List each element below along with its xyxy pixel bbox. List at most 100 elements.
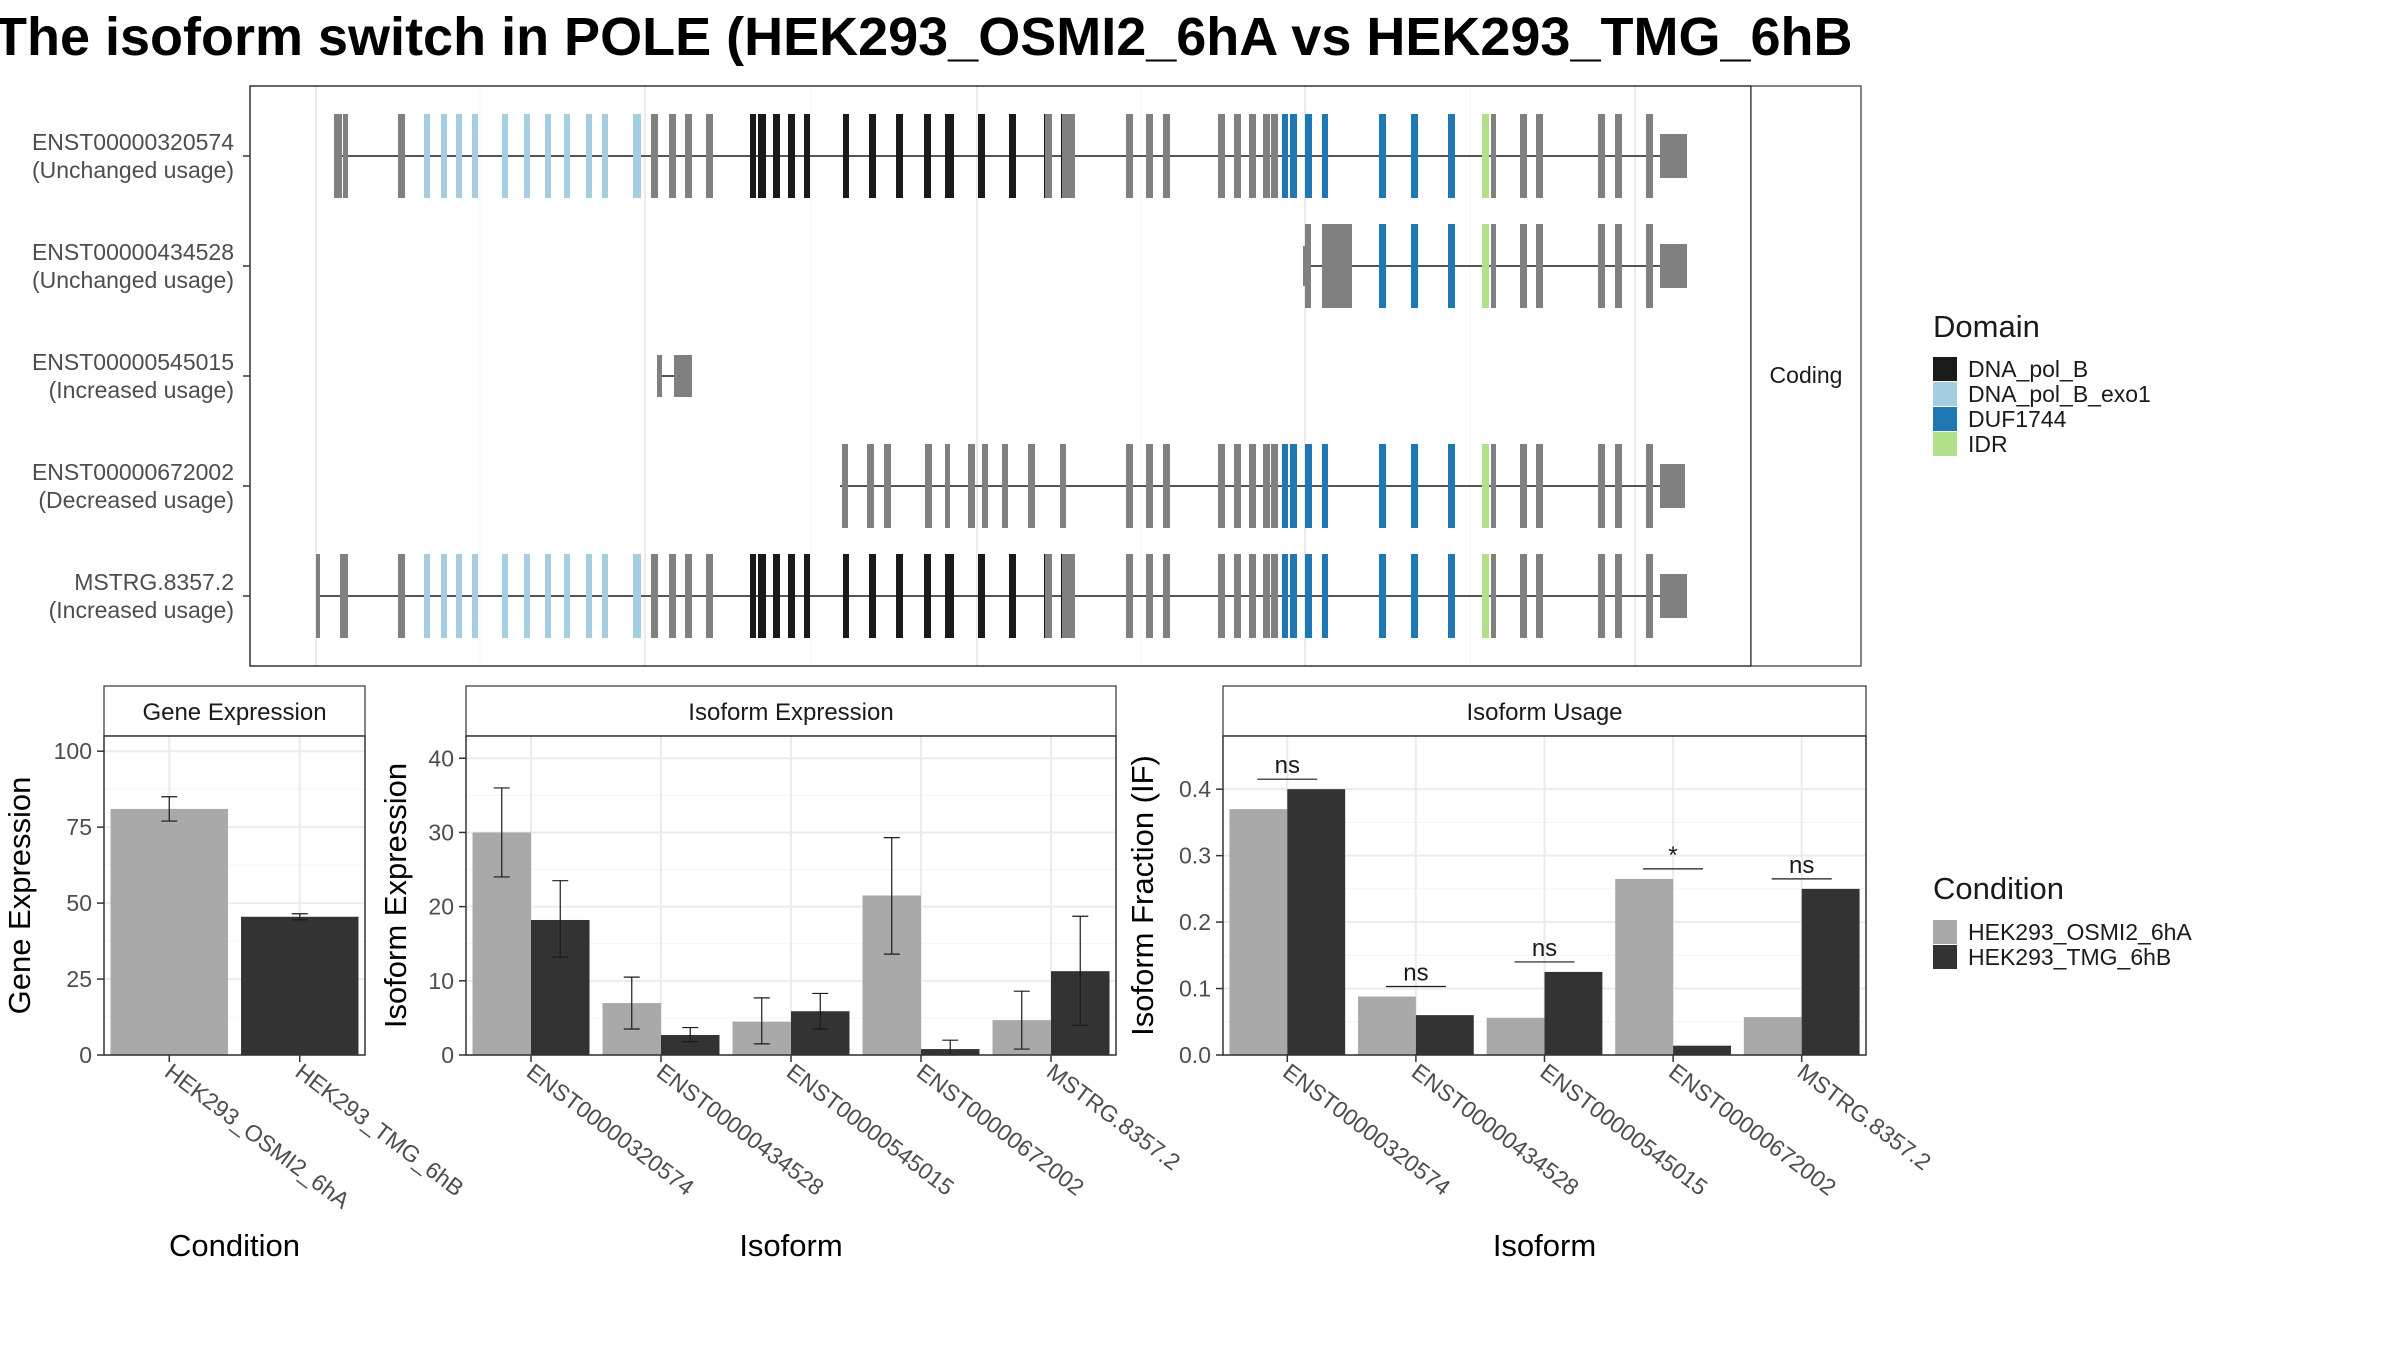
y-tick-label: 40 <box>428 745 454 771</box>
exon <box>945 114 954 198</box>
exon <box>1163 444 1170 528</box>
utr-segment <box>1660 574 1687 618</box>
exon <box>843 114 849 198</box>
plot-border <box>1222 735 1867 1056</box>
utr-segment <box>1660 244 1687 288</box>
bar <box>1358 996 1416 1055</box>
exon <box>1163 554 1170 638</box>
domain-legend-label: DNA_pol_B <box>1968 356 2088 382</box>
exon <box>1234 114 1241 198</box>
facet-strip <box>103 685 366 737</box>
exon <box>343 114 348 198</box>
exon <box>564 554 570 638</box>
exon <box>978 114 985 198</box>
exon <box>1126 114 1133 198</box>
exon <box>1146 114 1153 198</box>
bar <box>1287 789 1346 1055</box>
bar <box>1615 878 1674 1055</box>
bar <box>1229 809 1288 1055</box>
plot-border <box>465 735 1117 1056</box>
exon <box>524 554 530 638</box>
structure-plot-background <box>250 86 1751 666</box>
exon <box>1491 554 1496 638</box>
exon <box>340 554 345 638</box>
transcript-structure-panel: ENST00000320574(Unchanged usage)ENST0000… <box>32 85 1752 667</box>
exon <box>1411 114 1418 198</box>
significance-label: ns <box>1403 960 1428 987</box>
exon <box>945 554 954 638</box>
significance-label: ns <box>1789 852 1814 879</box>
exon <box>1379 114 1386 198</box>
exon <box>1045 114 1052 198</box>
exon <box>1234 554 1241 638</box>
exon <box>1009 114 1016 198</box>
x-tick-label: MSTRG.8357.2 <box>1042 1058 1185 1175</box>
exon <box>788 554 795 638</box>
exon <box>1520 114 1527 198</box>
exon <box>343 554 348 638</box>
condition-legend-swatch <box>1933 945 1957 969</box>
y-tick-label: 100 <box>54 738 92 764</box>
exon <box>1536 114 1543 198</box>
exon <box>472 114 478 198</box>
exon <box>773 554 780 638</box>
exon <box>502 554 508 638</box>
exon <box>651 554 658 638</box>
exon <box>456 114 462 198</box>
utr-segment <box>1660 464 1685 508</box>
domain-legend-swatch <box>1933 382 1957 406</box>
exon <box>804 554 810 638</box>
exon <box>1615 444 1622 528</box>
exon <box>1520 444 1527 528</box>
exon <box>788 114 795 198</box>
exon <box>685 554 692 638</box>
bar <box>1673 1045 1731 1055</box>
x-axis-title: Isoform <box>739 1228 842 1263</box>
exon <box>1234 444 1241 528</box>
exon <box>706 554 713 638</box>
exon <box>398 554 405 638</box>
exon <box>1218 554 1225 638</box>
exon <box>1305 114 1312 198</box>
y-tick-label: 0 <box>441 1042 454 1068</box>
x-tick-label: MSTRG.8357.2 <box>1793 1058 1936 1175</box>
exon <box>1305 554 1312 638</box>
y-tick-label: 10 <box>428 968 454 994</box>
exon <box>1379 224 1386 308</box>
exon <box>1002 444 1008 528</box>
exon <box>1271 554 1278 638</box>
bar <box>241 916 359 1055</box>
facet-strip-label: Coding <box>1770 362 1843 388</box>
exon <box>398 114 405 198</box>
exon <box>1491 224 1496 308</box>
exon <box>758 114 766 198</box>
exon <box>1146 444 1153 528</box>
exon <box>1249 554 1256 638</box>
transcript-model-2 <box>1303 224 1687 308</box>
y-tick-label: 0.1 <box>1179 976 1211 1002</box>
domain-legend-label: DUF1744 <box>1968 406 2067 432</box>
exon <box>441 554 447 638</box>
domain-legend-label: DNA_pol_B_exo1 <box>1968 381 2151 407</box>
y-tick-label: 0.4 <box>1179 776 1211 802</box>
exon <box>669 554 676 638</box>
exon <box>1615 114 1622 198</box>
exon <box>869 114 876 198</box>
bar <box>1415 1015 1474 1055</box>
condition-legend-label: HEK293_TMG_6hB <box>1968 944 2171 970</box>
exon <box>685 114 692 198</box>
domain-legend-title: Domain <box>1933 309 2040 344</box>
exon <box>1282 114 1288 198</box>
exon <box>524 114 530 198</box>
exon <box>869 554 876 638</box>
y-axis-title: Gene Expression <box>2 777 37 1015</box>
y-axis-title: Isoform Fraction (IF) <box>1125 755 1160 1036</box>
exon <box>982 444 988 528</box>
exon <box>1536 224 1543 308</box>
exon <box>842 444 848 528</box>
transcript-status-label: (Increased usage) <box>49 597 234 623</box>
exon <box>602 114 608 198</box>
exon <box>1290 444 1297 528</box>
exon <box>1249 114 1256 198</box>
